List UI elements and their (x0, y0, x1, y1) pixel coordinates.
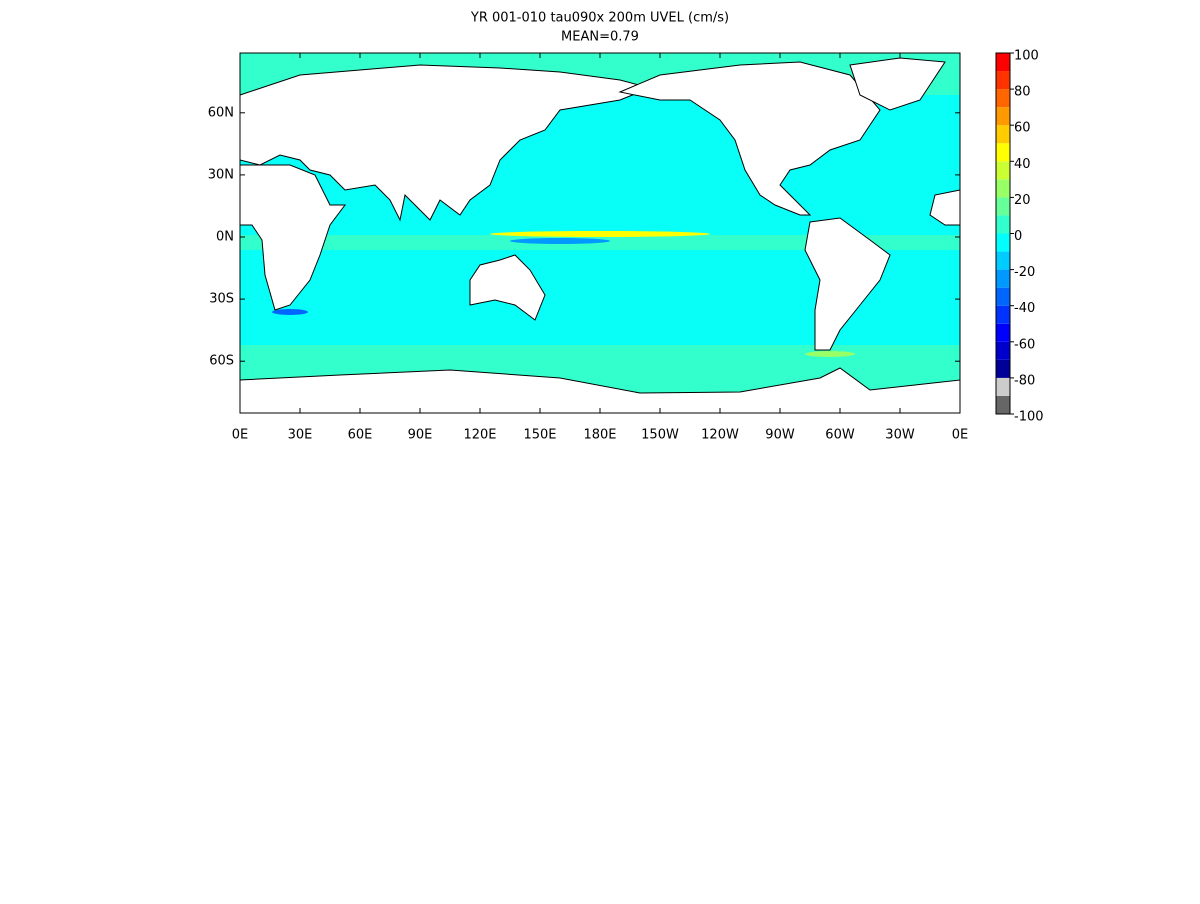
lon-tick-label: 30E (288, 428, 313, 443)
colorbar-swatch (996, 395, 1010, 414)
colorbar-label: 40 (1014, 157, 1031, 172)
colorbar-swatch (996, 323, 1010, 342)
colorbar-swatch (996, 251, 1010, 270)
colorbar-label: -20 (1014, 265, 1035, 280)
equatorial-countercurrent (510, 238, 610, 244)
colorbar-swatch (996, 233, 1010, 252)
lon-tick-label: 90W (765, 428, 795, 443)
africa (239, 164, 346, 311)
title: YR 001-010 tau090x 200m UVEL (cm/s) (470, 11, 729, 26)
eurasia (239, 64, 652, 222)
colorbar-label: -100 (1014, 410, 1044, 425)
lon-tick-label: 60W (825, 428, 855, 443)
lon-tick-label: 180E (583, 428, 616, 443)
colorbar-label: -60 (1014, 337, 1035, 352)
colorbar-label: 80 (1014, 85, 1031, 100)
subtitle: MEAN=0.79 (561, 30, 639, 45)
colorbar-swatch (996, 287, 1010, 306)
lon-tick-label: 150W (641, 428, 679, 443)
colorbar-label: 20 (1014, 193, 1031, 208)
colorbar-swatch (996, 341, 1010, 360)
acc-jet (805, 351, 855, 357)
colorbar-label: -80 (1014, 373, 1035, 388)
colorbar-swatch (996, 269, 1010, 288)
agulhas (272, 309, 308, 315)
lon-tick-label: 90E (408, 428, 433, 443)
lon-tick-label: 150E (523, 428, 556, 443)
colorbar-swatch (996, 179, 1010, 198)
colorbar-swatch (996, 359, 1010, 378)
lon-tick-label: 60E (348, 428, 373, 443)
colorbar-swatch (996, 71, 1010, 90)
colorbar-label: 0 (1014, 229, 1022, 244)
colorbar-label: -40 (1014, 301, 1035, 316)
australia (469, 254, 546, 321)
colorbar-swatch (996, 53, 1010, 72)
colorbar-swatch (996, 89, 1010, 108)
colorbar-label: 60 (1014, 121, 1031, 136)
equatorial-jet (490, 231, 710, 237)
colorbar-swatch (996, 197, 1010, 216)
lat-tick-label: 30N (208, 167, 234, 182)
lon-tick-label: 120W (701, 428, 739, 443)
lon-tick-label: 0E (232, 428, 249, 443)
colorbar-swatch (996, 107, 1010, 126)
colorbar-label: 100 (1014, 49, 1039, 64)
lon-tick-label: 120E (463, 428, 496, 443)
lat-tick-label: 60N (208, 105, 234, 120)
colorbar-swatch (996, 377, 1010, 396)
colorbar-swatch (996, 143, 1010, 162)
lat-tick-label: 0N (216, 230, 234, 245)
colorbar-swatch (996, 125, 1010, 144)
colorbar-swatch (996, 161, 1010, 180)
colorbar-swatch (996, 305, 1010, 324)
north-america (618, 61, 881, 216)
lat-tick-label: 60S (209, 354, 234, 369)
lon-tick-label: 30W (885, 428, 915, 443)
lat-tick-label: 30S (209, 292, 234, 307)
land (239, 57, 961, 414)
colorbar-swatch (996, 215, 1010, 234)
south-america (804, 217, 891, 351)
lon-tick-label: 0E (952, 428, 969, 443)
